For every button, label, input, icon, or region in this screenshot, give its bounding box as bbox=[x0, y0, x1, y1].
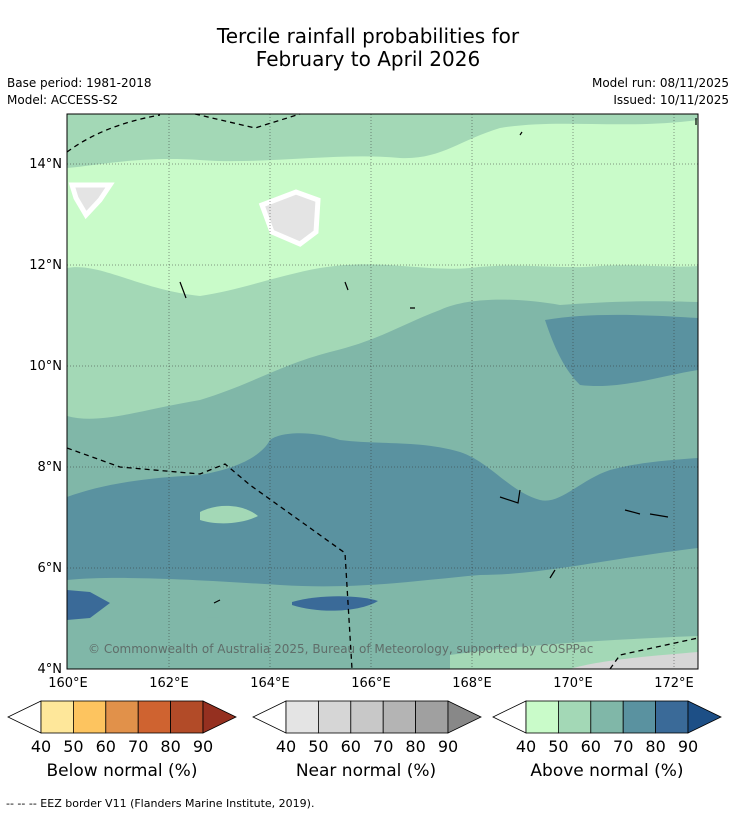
lat-label: 6°N bbox=[38, 561, 63, 576]
colorbar-tick-label: 40 bbox=[276, 737, 296, 756]
near-normal-label: Near normal (%) bbox=[295, 761, 437, 781]
lon-axis-labels: 160°E 162°E 164°E 166°E 168°E 170°E 172°… bbox=[48, 676, 694, 691]
above-80-patch bbox=[67, 590, 110, 620]
colorbar-segment bbox=[525, 700, 559, 734]
colorbar-tick-label: 90 bbox=[678, 737, 698, 756]
colorbar-segment bbox=[40, 700, 74, 734]
below-normal-label: Below normal (%) bbox=[46, 761, 198, 781]
colorbar-segment bbox=[415, 700, 449, 734]
model-name: Model: ACCESS-S2 bbox=[7, 93, 119, 107]
colorbar-tick-label: 90 bbox=[193, 737, 213, 756]
near-normal-patch bbox=[258, 189, 321, 247]
colorbar-over-arrow bbox=[202, 700, 237, 734]
colorbar-tick-label: 70 bbox=[128, 737, 148, 756]
lat-label: 4°N bbox=[38, 662, 63, 677]
issued-date: Issued: 10/11/2025 bbox=[613, 93, 729, 107]
lat-label: 12°N bbox=[29, 258, 62, 273]
above-50-band bbox=[67, 114, 698, 168]
lon-label: 170°E bbox=[553, 676, 593, 691]
colorbar-segment bbox=[73, 700, 107, 734]
probability-fields bbox=[67, 114, 698, 669]
colorbar-under-arrow bbox=[492, 700, 527, 734]
colorbar-segment bbox=[590, 700, 624, 734]
near-normal-south bbox=[570, 652, 698, 669]
colorbar-near-normal: 40 50 60 70 80 90 bbox=[252, 700, 482, 756]
lon-label: 168°E bbox=[452, 676, 492, 691]
lat-label: 10°N bbox=[29, 359, 62, 374]
colorbar-segment bbox=[558, 700, 592, 734]
colorbar-tick-label: 60 bbox=[96, 737, 116, 756]
map-frame bbox=[66, 113, 699, 670]
title-line-1: Tercile rainfall probabilities for bbox=[216, 24, 520, 48]
colorbar-tick-label: 90 bbox=[438, 737, 458, 756]
colorbar-under-arrow bbox=[252, 700, 287, 734]
colorbar-segment bbox=[382, 700, 417, 734]
colorbar-tick-label: 80 bbox=[405, 737, 425, 756]
colorbar-under-arrow bbox=[7, 700, 42, 734]
colorbar-segment bbox=[285, 700, 319, 734]
colorbar-tick-label: 80 bbox=[160, 737, 180, 756]
colorbar-tick-label: 40 bbox=[516, 737, 536, 756]
colorbar-segment bbox=[622, 700, 657, 734]
colorbar-segment bbox=[105, 700, 139, 734]
colorbar-tick-label: 50 bbox=[308, 737, 328, 756]
islands bbox=[179, 118, 697, 604]
lon-label: 166°E bbox=[351, 676, 391, 691]
above-60-island bbox=[200, 505, 258, 524]
above-80-patch-2 bbox=[292, 596, 378, 611]
lat-axis-labels: 14°N 12°N 10°N 8°N 6°N 4°N bbox=[29, 157, 62, 677]
colorbar-over-arrow bbox=[687, 700, 722, 734]
colorbar-tick-label: 60 bbox=[581, 737, 601, 756]
above-70-patch bbox=[545, 314, 698, 387]
colorbar-segment bbox=[137, 700, 171, 734]
colorbar-tick-label: 70 bbox=[613, 737, 633, 756]
above-normal-label: Above normal (%) bbox=[530, 761, 684, 781]
colorbar-tick-label: 40 bbox=[31, 737, 51, 756]
footnote: -- -- -- EEZ border V11 (Flanders Marine… bbox=[6, 797, 315, 810]
colorbar-tick-label: 50 bbox=[548, 737, 568, 756]
model-run: Model run: 08/11/2025 bbox=[591, 76, 729, 90]
copyright-text: © Commonwealth of Australia 2025, Bureau… bbox=[88, 642, 593, 656]
lat-label: 14°N bbox=[29, 157, 62, 172]
eez-borders bbox=[66, 113, 699, 670]
colorbar-tick-label: 80 bbox=[645, 737, 665, 756]
colorbar-segment bbox=[317, 700, 352, 734]
lon-label: 160°E bbox=[48, 676, 88, 691]
colorbar-tick-label: 50 bbox=[63, 737, 83, 756]
lat-label: 8°N bbox=[38, 460, 63, 475]
gridlines bbox=[67, 114, 698, 669]
colorbar-segment bbox=[350, 700, 384, 734]
colorbar-tick-label: 60 bbox=[341, 737, 361, 756]
colorbar-tick-label: 70 bbox=[373, 737, 393, 756]
colorbar-below-normal: 40 50 60 70 80 90 bbox=[7, 700, 237, 756]
near-normal-patch-2 bbox=[68, 182, 115, 220]
colorbar-above-normal: 40 50 60 70 80 90 bbox=[492, 700, 722, 756]
lon-label: 172°E bbox=[654, 676, 694, 691]
colorbar-segment bbox=[655, 700, 689, 734]
base-period: Base period: 1981-2018 bbox=[7, 76, 152, 90]
colorbar-over-arrow bbox=[447, 700, 482, 734]
colorbar-segment bbox=[170, 700, 204, 734]
title-line-2: February to April 2026 bbox=[255, 47, 481, 71]
lon-label: 162°E bbox=[149, 676, 189, 691]
lon-label: 164°E bbox=[250, 676, 290, 691]
